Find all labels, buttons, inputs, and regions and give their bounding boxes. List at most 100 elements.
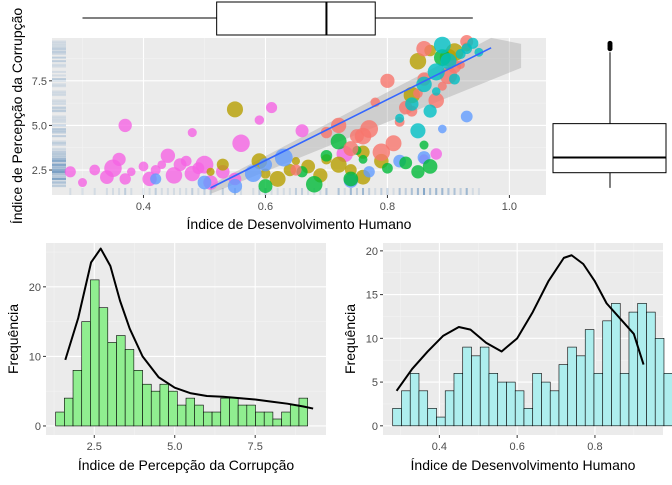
hist-ipc-bar-7: [116, 335, 126, 427]
hist-ipc-bar-8: [124, 349, 135, 427]
hist-ipc-x-ticks: 2.5 5.0 7.5: [87, 435, 263, 453]
scatter-point-s3-11: [422, 159, 438, 174]
hist-idh-bar-15: [523, 408, 534, 427]
scatter-point-s0-14: [173, 158, 187, 172]
scatter-x-tick-2: 0.8: [380, 201, 395, 213]
hist-idh-bar-21: [576, 355, 586, 427]
hist-idh-bar-17: [541, 381, 551, 427]
scatter-point-s4-20: [372, 143, 391, 161]
hist-idh-x-tick-0: 0.4: [432, 441, 447, 453]
scatter-point-s3-3: [320, 149, 333, 162]
scatter-point-s1-11: [330, 156, 347, 173]
hist-ipc-y-tick-1: 10: [29, 351, 41, 363]
scatter-point-s1-1: [216, 158, 229, 171]
scatter-point-s4-2: [331, 117, 347, 134]
scatter-point-s5-9: [449, 73, 460, 85]
hist-ipc-bar-4: [90, 279, 100, 427]
scatter-point-s2-3: [244, 165, 262, 182]
scatter-point-s2-11: [460, 110, 473, 123]
hist-idh-y-tick-1: 5: [372, 377, 378, 389]
scatter-point-s0-1: [77, 178, 87, 188]
scatter-point-s1-2: [226, 101, 244, 118]
scatter-y-tick-1: 5.0: [32, 120, 47, 132]
scatter-point-s5-2: [416, 76, 432, 93]
scatter-point-s1-16: [409, 52, 427, 70]
hist-ipc-x-label: Índice de Percepção da Corrupção: [78, 457, 295, 473]
scatter-point-s0-22: [232, 134, 250, 152]
hist-idh-x-ticks: 0.4 0.6 0.8: [432, 435, 603, 453]
hist-ipc-bar-25: [272, 418, 282, 427]
scatter-point-s2-7: [363, 166, 375, 178]
scatter-point-s0-26: [265, 102, 278, 114]
scatter-x-ticks: 0.4 0.6 0.8 1.0: [136, 195, 517, 213]
hist-ipc-bar-23: [255, 411, 265, 427]
scatter-y-tick-2: 7.5: [32, 76, 47, 88]
scatter-point-s5-4: [440, 53, 457, 70]
hist-idh-bar-28: [637, 303, 647, 427]
ipc-box-outlier-3: [607, 40, 613, 46]
hist-ipc-bar-17: [203, 411, 213, 427]
ipc-histogram: 2.5 5.0 7.5 0 10 20 Índice de Percepção da C…: [5, 243, 326, 473]
hist-idh-y-ticks: 0 5 10 15 20: [366, 246, 383, 433]
scatter-point-s0-13: [150, 164, 161, 176]
hist-idh-bar-19: [558, 364, 569, 427]
scatter-point-s0-24: [118, 118, 132, 133]
hist-idh-bar-3: [418, 390, 429, 427]
scatter-point-s0-12: [119, 173, 131, 185]
hist-ipc-x-tick-1: 5.0: [167, 441, 182, 453]
hist-idh-bar-9: [471, 355, 481, 427]
scatter-point-s4-19: [354, 127, 372, 145]
hist-ipc-x-tick-0: 2.5: [87, 441, 102, 453]
hist-ipc-bar-20: [229, 397, 239, 427]
hist-idh-bar-10: [479, 346, 490, 427]
scatter-point-s4-6: [380, 73, 395, 88]
hist-idh-bar-12: [497, 381, 507, 427]
hist-ipc-density-path: [64, 247, 314, 410]
scatter-point-s0-2: [89, 164, 101, 176]
scatter-point-s2-1: [197, 175, 212, 190]
hist-ipc-bar-21: [237, 404, 248, 427]
scatter-point-s3-5: [343, 171, 359, 187]
hist-ipc-bar-27: [289, 404, 300, 427]
scatter-point-s4-1: [320, 126, 333, 139]
scatter-point-s5-0: [395, 113, 405, 123]
scatter-x-tick-1: 0.6: [258, 201, 273, 213]
hist-idh-bar-8: [462, 346, 472, 427]
scatter-point-s1-5: [269, 171, 286, 187]
hist-idh-bar-23: [593, 373, 604, 427]
hist-ipc-bar-10: [142, 383, 152, 427]
scatter-point-s0-8: [157, 160, 167, 169]
hist-idh-y-tick-3: 15: [366, 290, 378, 302]
idh-box-body: [216, 1, 376, 36]
hist-ipc-bar-19: [220, 397, 230, 427]
scatter-point-s0-5: [127, 167, 136, 177]
hist-ipc-y-tick-0: 0: [35, 421, 41, 433]
scatter-point-s2-0: [150, 173, 162, 185]
hist-ipc-bar-6: [107, 342, 117, 427]
scatter-point-s4-0: [290, 164, 302, 176]
hist-ipc-y-label: Frequência: [5, 304, 21, 374]
hist-ipc-bar-16: [194, 404, 204, 427]
hist-ipc-y-tick-2: 20: [29, 282, 41, 294]
trend-line: [210, 47, 492, 189]
hist-idh-y-tick-4: 20: [366, 246, 378, 258]
hist-idh-x-tick-1: 0.6: [510, 441, 525, 453]
scatter-point-s5-13: [431, 87, 441, 96]
scatter-point-s5-8: [433, 36, 451, 54]
hist-idh-y-label: Frequência: [342, 304, 358, 374]
scatter-point-s5-7: [467, 37, 479, 49]
hist-idh-bar-6: [444, 390, 455, 427]
hist-ipc-bar-18: [211, 411, 222, 427]
hist-idh-y-tick-0: 0: [372, 421, 378, 433]
hist-ipc-bar-14: [177, 404, 187, 427]
hist-idh-bar-11: [488, 373, 499, 427]
hist-ipc-bars: [55, 279, 308, 427]
scatter-point-s0-19: [160, 148, 176, 163]
ipc-boxplot: [552, 40, 667, 188]
hist-idh-bar-16: [532, 373, 542, 427]
hist-ipc-bar-1: [64, 397, 74, 427]
hist-idh-bar-4: [427, 408, 437, 427]
scatter-point-s0-25: [254, 115, 265, 125]
scatter-point-s5-1: [405, 97, 419, 111]
